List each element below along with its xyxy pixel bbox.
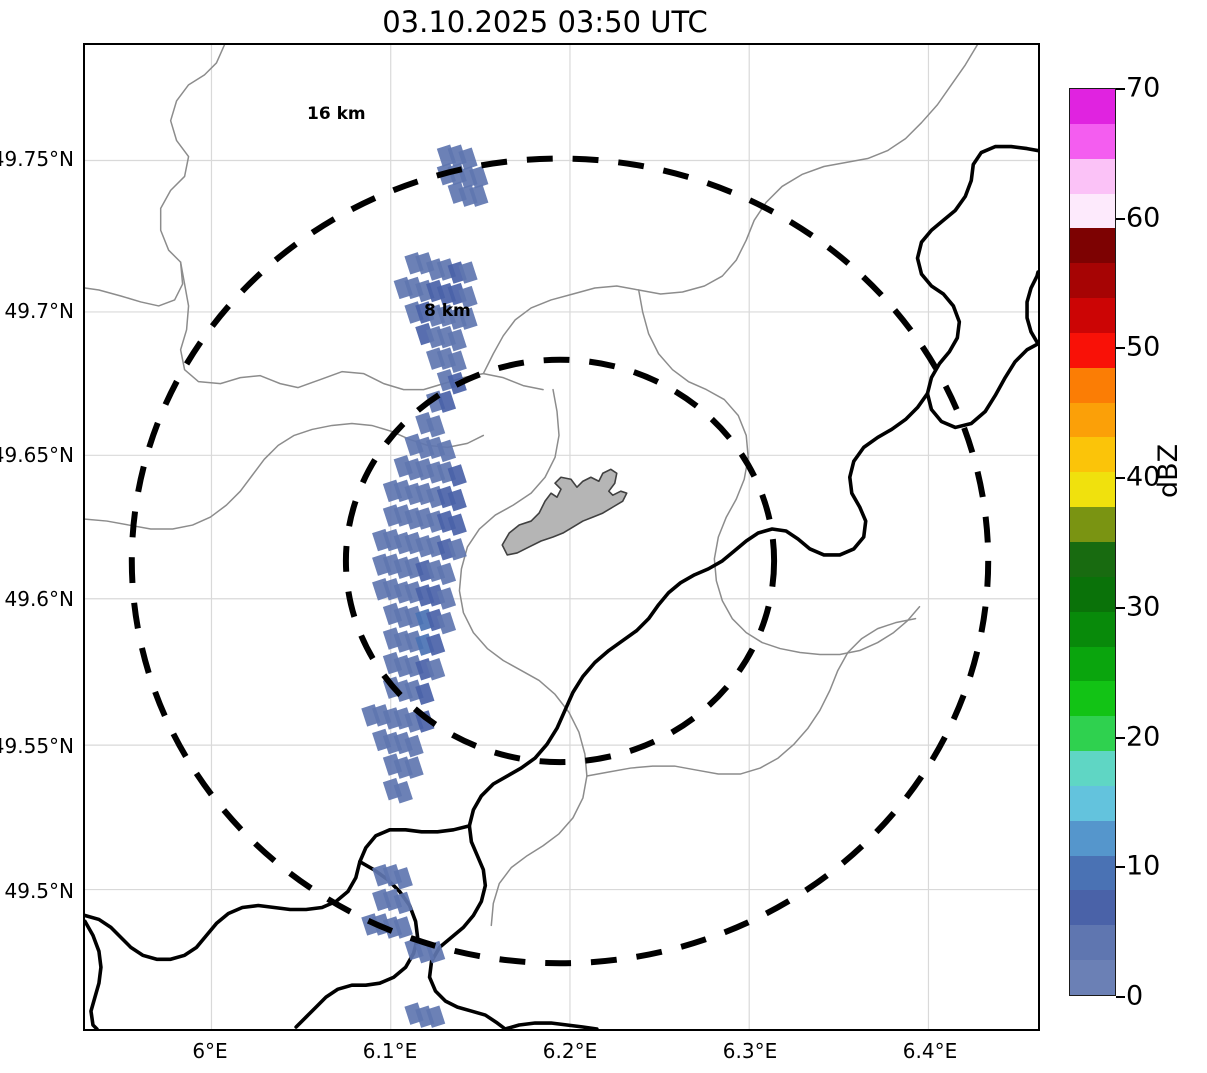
- radar-echo-cell: [393, 780, 413, 804]
- colorbar-tick-label: 40: [1126, 461, 1161, 493]
- colorbar-tick-mark: [1116, 217, 1125, 220]
- radar-echo-cell: [458, 261, 478, 284]
- xtick-label-0: 6°E: [192, 1039, 228, 1063]
- colorbar-band: [1070, 541, 1115, 577]
- radar-echo-cell: [469, 165, 489, 189]
- radar-echo-cell: [447, 513, 467, 536]
- colorbar-band: [1070, 402, 1115, 438]
- ytick-label-2: 49.65°N: [0, 443, 74, 467]
- radar-echo-cell: [415, 682, 435, 706]
- lake-polygon: [501, 468, 628, 556]
- colorbar-band: [1070, 924, 1115, 961]
- colorbar-band: [1070, 680, 1115, 717]
- radar-echo-cell: [393, 916, 413, 939]
- colorbar-band: [1070, 227, 1115, 264]
- radar-echo-cell: [469, 184, 489, 207]
- radar-echo-cells: [361, 144, 489, 1028]
- colorbar-tick-mark: [1116, 88, 1125, 90]
- range-ring-label-16km: 16 km: [307, 104, 366, 124]
- ytick-label-4: 49.55°N: [0, 734, 74, 758]
- colorbar[interactable]: [1069, 88, 1116, 996]
- colorbar-band: [1070, 88, 1115, 124]
- xtick-label-1: 6.1°E: [362, 1039, 418, 1063]
- radar-echo-cell: [458, 285, 478, 309]
- colorbar-band: [1070, 820, 1115, 856]
- ytick-label-3: 49.6°N: [4, 587, 75, 611]
- range-ring-8km: [342, 356, 778, 766]
- radar-echo-cell: [436, 611, 457, 635]
- colorbar-band: [1070, 646, 1115, 682]
- range-ring-16km: [128, 155, 992, 967]
- colorbar-band: [1070, 193, 1115, 229]
- ytick-label-1: 49.7°N: [4, 299, 75, 323]
- gridlines: [85, 45, 1038, 1029]
- colorbar-tick-label: 60: [1126, 202, 1161, 234]
- colorbar-tick-mark: [1116, 736, 1125, 739]
- colorbar-band: [1070, 297, 1115, 333]
- colorbar-tick-label: 50: [1126, 331, 1161, 363]
- radar-echo-cell: [447, 328, 467, 352]
- radar-echo-cell: [458, 147, 478, 171]
- radar-echo-cell: [426, 633, 446, 656]
- national-border: [85, 144, 1038, 1029]
- colorbar-band: [1070, 576, 1115, 612]
- colorbar-tick-label: 0: [1126, 980, 1144, 1012]
- colorbar-band: [1070, 890, 1115, 926]
- colorbar-tick-label: 10: [1126, 850, 1161, 882]
- radar-echo-cell: [447, 488, 467, 512]
- page-title: 03.10.2025 03:50 UTC: [382, 5, 708, 39]
- colorbar-band: [1070, 123, 1115, 159]
- colorbar-band: [1070, 437, 1115, 473]
- colorbar-band: [1070, 959, 1115, 995]
- radar-echo-cell: [393, 867, 413, 890]
- radar-echo-cell: [447, 350, 467, 373]
- colorbar-band: [1070, 506, 1115, 542]
- radar-echo-cell: [447, 538, 467, 561]
- radar-echo-cell: [426, 1005, 446, 1028]
- radar-echo-cell: [426, 415, 446, 438]
- admin-boundaries: [85, 45, 979, 927]
- colorbar-tick-label: 20: [1126, 721, 1161, 753]
- colorbar-tick-mark: [1116, 866, 1125, 869]
- ytick-label-5: 49.5°N: [4, 879, 75, 903]
- colorbar-tick-mark: [1116, 996, 1125, 998]
- colorbar-band: [1070, 750, 1115, 786]
- map-plot-area[interactable]: 16 km 8 km: [83, 43, 1040, 1031]
- colorbar-tick-label: 30: [1126, 591, 1161, 623]
- radar-echo-cell: [426, 657, 446, 681]
- range-ring-label-8km: 8 km: [424, 301, 471, 321]
- radar-echo-cell: [458, 307, 478, 330]
- map-canvas: [85, 45, 1038, 1029]
- xtick-label-3: 6.3°E: [722, 1039, 778, 1063]
- radar-echo-cell: [436, 439, 457, 463]
- colorbar-band: [1070, 262, 1115, 299]
- ytick-label-0: 49.75°N: [0, 147, 74, 171]
- colorbar-band: [1070, 855, 1115, 891]
- colorbar-tick-label: 70: [1126, 72, 1161, 104]
- xtick-label-4: 6.4°E: [902, 1039, 958, 1063]
- radar-echo-cell: [393, 891, 413, 915]
- colorbar-band: [1070, 611, 1115, 647]
- radar-echo-cell: [404, 734, 424, 758]
- colorbar-band: [1070, 158, 1115, 194]
- colorbar-band: [1070, 471, 1115, 508]
- radar-echo-cell: [436, 562, 457, 586]
- colorbar-band: [1070, 367, 1115, 403]
- radar-echo-cell: [404, 756, 424, 779]
- colorbar-tick-mark: [1116, 606, 1125, 609]
- radar-echo-cell: [436, 390, 457, 413]
- radar-echo-cell: [447, 464, 467, 487]
- colorbar-band: [1070, 785, 1115, 821]
- colorbar-tick-mark: [1116, 347, 1125, 350]
- colorbar-tick-mark: [1116, 477, 1125, 480]
- radar-echo-cell: [436, 587, 457, 610]
- colorbar-band: [1070, 715, 1115, 752]
- xtick-label-2: 6.2°E: [542, 1039, 598, 1063]
- colorbar-band: [1070, 332, 1115, 368]
